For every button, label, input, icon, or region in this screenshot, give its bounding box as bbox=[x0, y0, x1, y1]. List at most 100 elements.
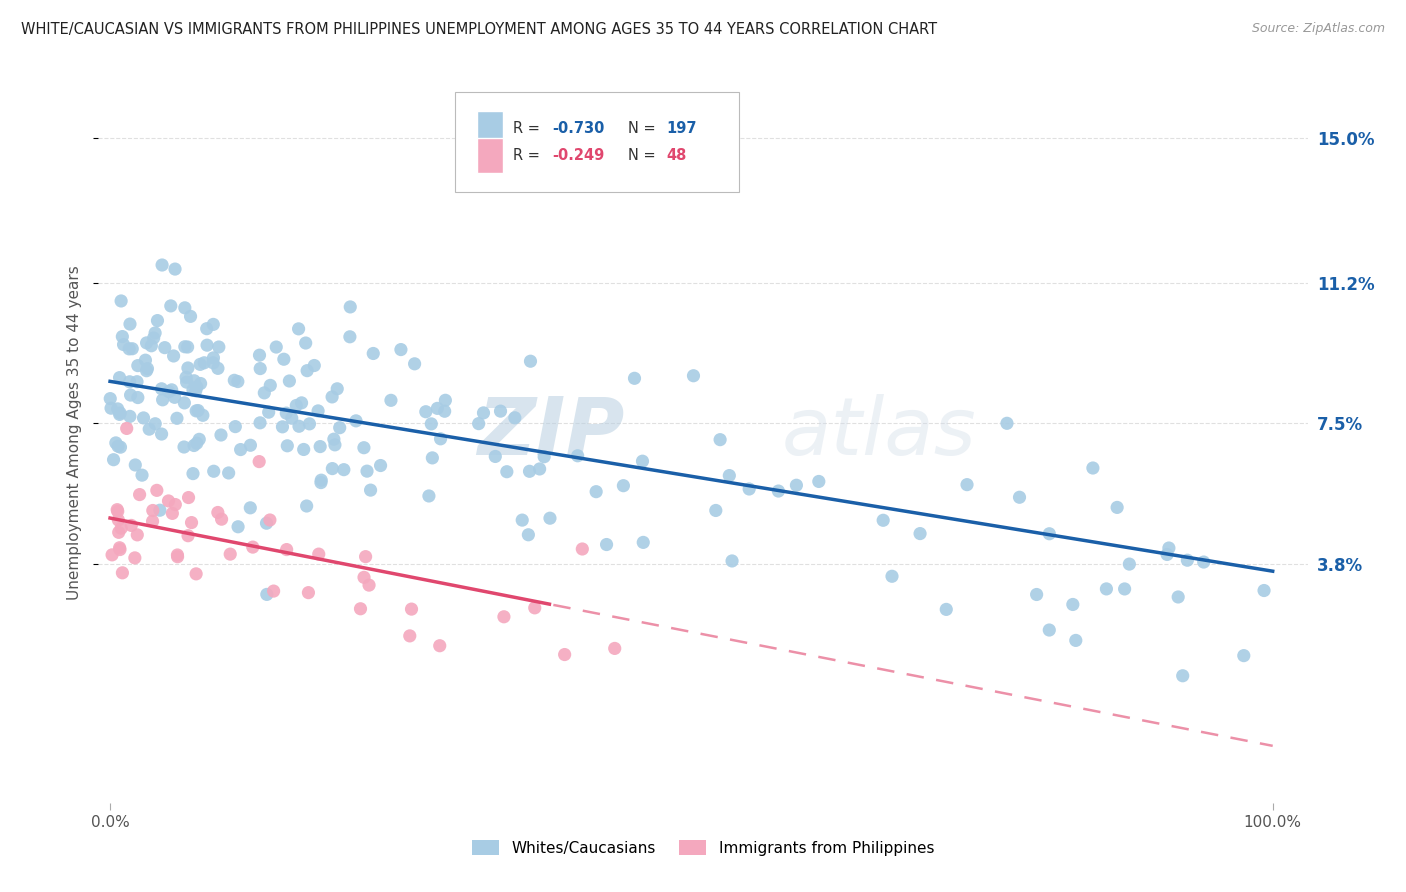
Point bbox=[163, 390, 186, 404]
Point bbox=[380, 393, 402, 408]
Point bbox=[631, 454, 654, 468]
Point bbox=[323, 438, 346, 452]
Point bbox=[287, 322, 309, 336]
Point bbox=[434, 393, 457, 408]
Point bbox=[1008, 490, 1031, 504]
Point bbox=[191, 409, 214, 423]
Point bbox=[202, 464, 225, 478]
Point bbox=[138, 422, 160, 436]
Point bbox=[357, 578, 380, 592]
Point bbox=[183, 374, 205, 388]
Point bbox=[718, 468, 741, 483]
Point bbox=[186, 436, 208, 450]
Point bbox=[131, 468, 153, 483]
Point bbox=[538, 511, 561, 525]
Point bbox=[603, 641, 626, 656]
Point bbox=[184, 566, 207, 581]
Point bbox=[429, 639, 451, 653]
Point bbox=[872, 513, 894, 527]
FancyBboxPatch shape bbox=[477, 111, 503, 146]
Point bbox=[110, 293, 132, 308]
Point bbox=[333, 463, 356, 477]
Point bbox=[125, 375, 148, 389]
Point bbox=[298, 417, 321, 431]
Point bbox=[571, 541, 593, 556]
Point bbox=[1038, 526, 1060, 541]
Point bbox=[186, 404, 208, 418]
Point bbox=[177, 529, 200, 543]
Point bbox=[349, 601, 371, 615]
Text: 48: 48 bbox=[666, 148, 688, 163]
Point bbox=[503, 410, 526, 425]
Point bbox=[290, 396, 312, 410]
Point bbox=[188, 357, 211, 371]
Point bbox=[229, 442, 252, 457]
Point bbox=[239, 438, 262, 452]
Point bbox=[127, 528, 149, 542]
Point bbox=[134, 353, 156, 368]
Point bbox=[585, 484, 607, 499]
Point bbox=[370, 458, 392, 473]
Point bbox=[1025, 587, 1047, 601]
Point bbox=[180, 310, 202, 324]
Point bbox=[256, 516, 278, 531]
Point bbox=[224, 419, 246, 434]
Point bbox=[219, 547, 242, 561]
Point bbox=[418, 489, 440, 503]
Point bbox=[415, 405, 437, 419]
Point bbox=[709, 433, 731, 447]
Point bbox=[193, 356, 215, 370]
Text: atlas: atlas bbox=[782, 393, 976, 472]
Point bbox=[226, 375, 249, 389]
Point bbox=[297, 585, 319, 599]
Point bbox=[173, 301, 195, 315]
Text: R =: R = bbox=[513, 148, 544, 163]
Point bbox=[1107, 500, 1129, 515]
Point bbox=[207, 506, 229, 520]
Point bbox=[202, 351, 225, 365]
Point bbox=[682, 368, 704, 383]
Point bbox=[112, 337, 135, 351]
Point bbox=[288, 419, 311, 434]
Point bbox=[253, 385, 276, 400]
Point bbox=[278, 374, 301, 388]
Point bbox=[127, 359, 149, 373]
Point bbox=[103, 452, 125, 467]
Point bbox=[162, 349, 184, 363]
Point bbox=[354, 549, 377, 564]
Point bbox=[108, 541, 131, 555]
Point bbox=[118, 375, 141, 389]
Point bbox=[273, 352, 295, 367]
Point bbox=[118, 342, 141, 356]
Point bbox=[202, 318, 225, 332]
Point bbox=[523, 600, 546, 615]
Point bbox=[142, 514, 165, 528]
Point bbox=[326, 382, 349, 396]
Point bbox=[249, 348, 271, 362]
Point bbox=[142, 331, 165, 345]
Point bbox=[401, 602, 423, 616]
Point bbox=[100, 401, 122, 416]
Point bbox=[276, 406, 298, 420]
Point bbox=[1192, 555, 1215, 569]
Point bbox=[1114, 582, 1136, 596]
Point bbox=[404, 357, 426, 371]
Point bbox=[190, 376, 212, 391]
Point bbox=[292, 442, 315, 457]
Point bbox=[467, 417, 489, 431]
Point bbox=[150, 427, 173, 442]
Point bbox=[107, 439, 129, 453]
Point bbox=[195, 321, 218, 335]
Point bbox=[768, 484, 790, 499]
Point bbox=[264, 340, 287, 354]
Point bbox=[807, 475, 830, 489]
Point bbox=[162, 507, 184, 521]
Point bbox=[141, 339, 163, 353]
Point bbox=[489, 404, 512, 418]
Point bbox=[107, 513, 129, 527]
Point bbox=[285, 399, 308, 413]
Text: R =: R = bbox=[513, 120, 544, 136]
Point bbox=[146, 483, 169, 498]
Text: ZIP: ZIP bbox=[477, 393, 624, 472]
Point bbox=[308, 547, 330, 561]
